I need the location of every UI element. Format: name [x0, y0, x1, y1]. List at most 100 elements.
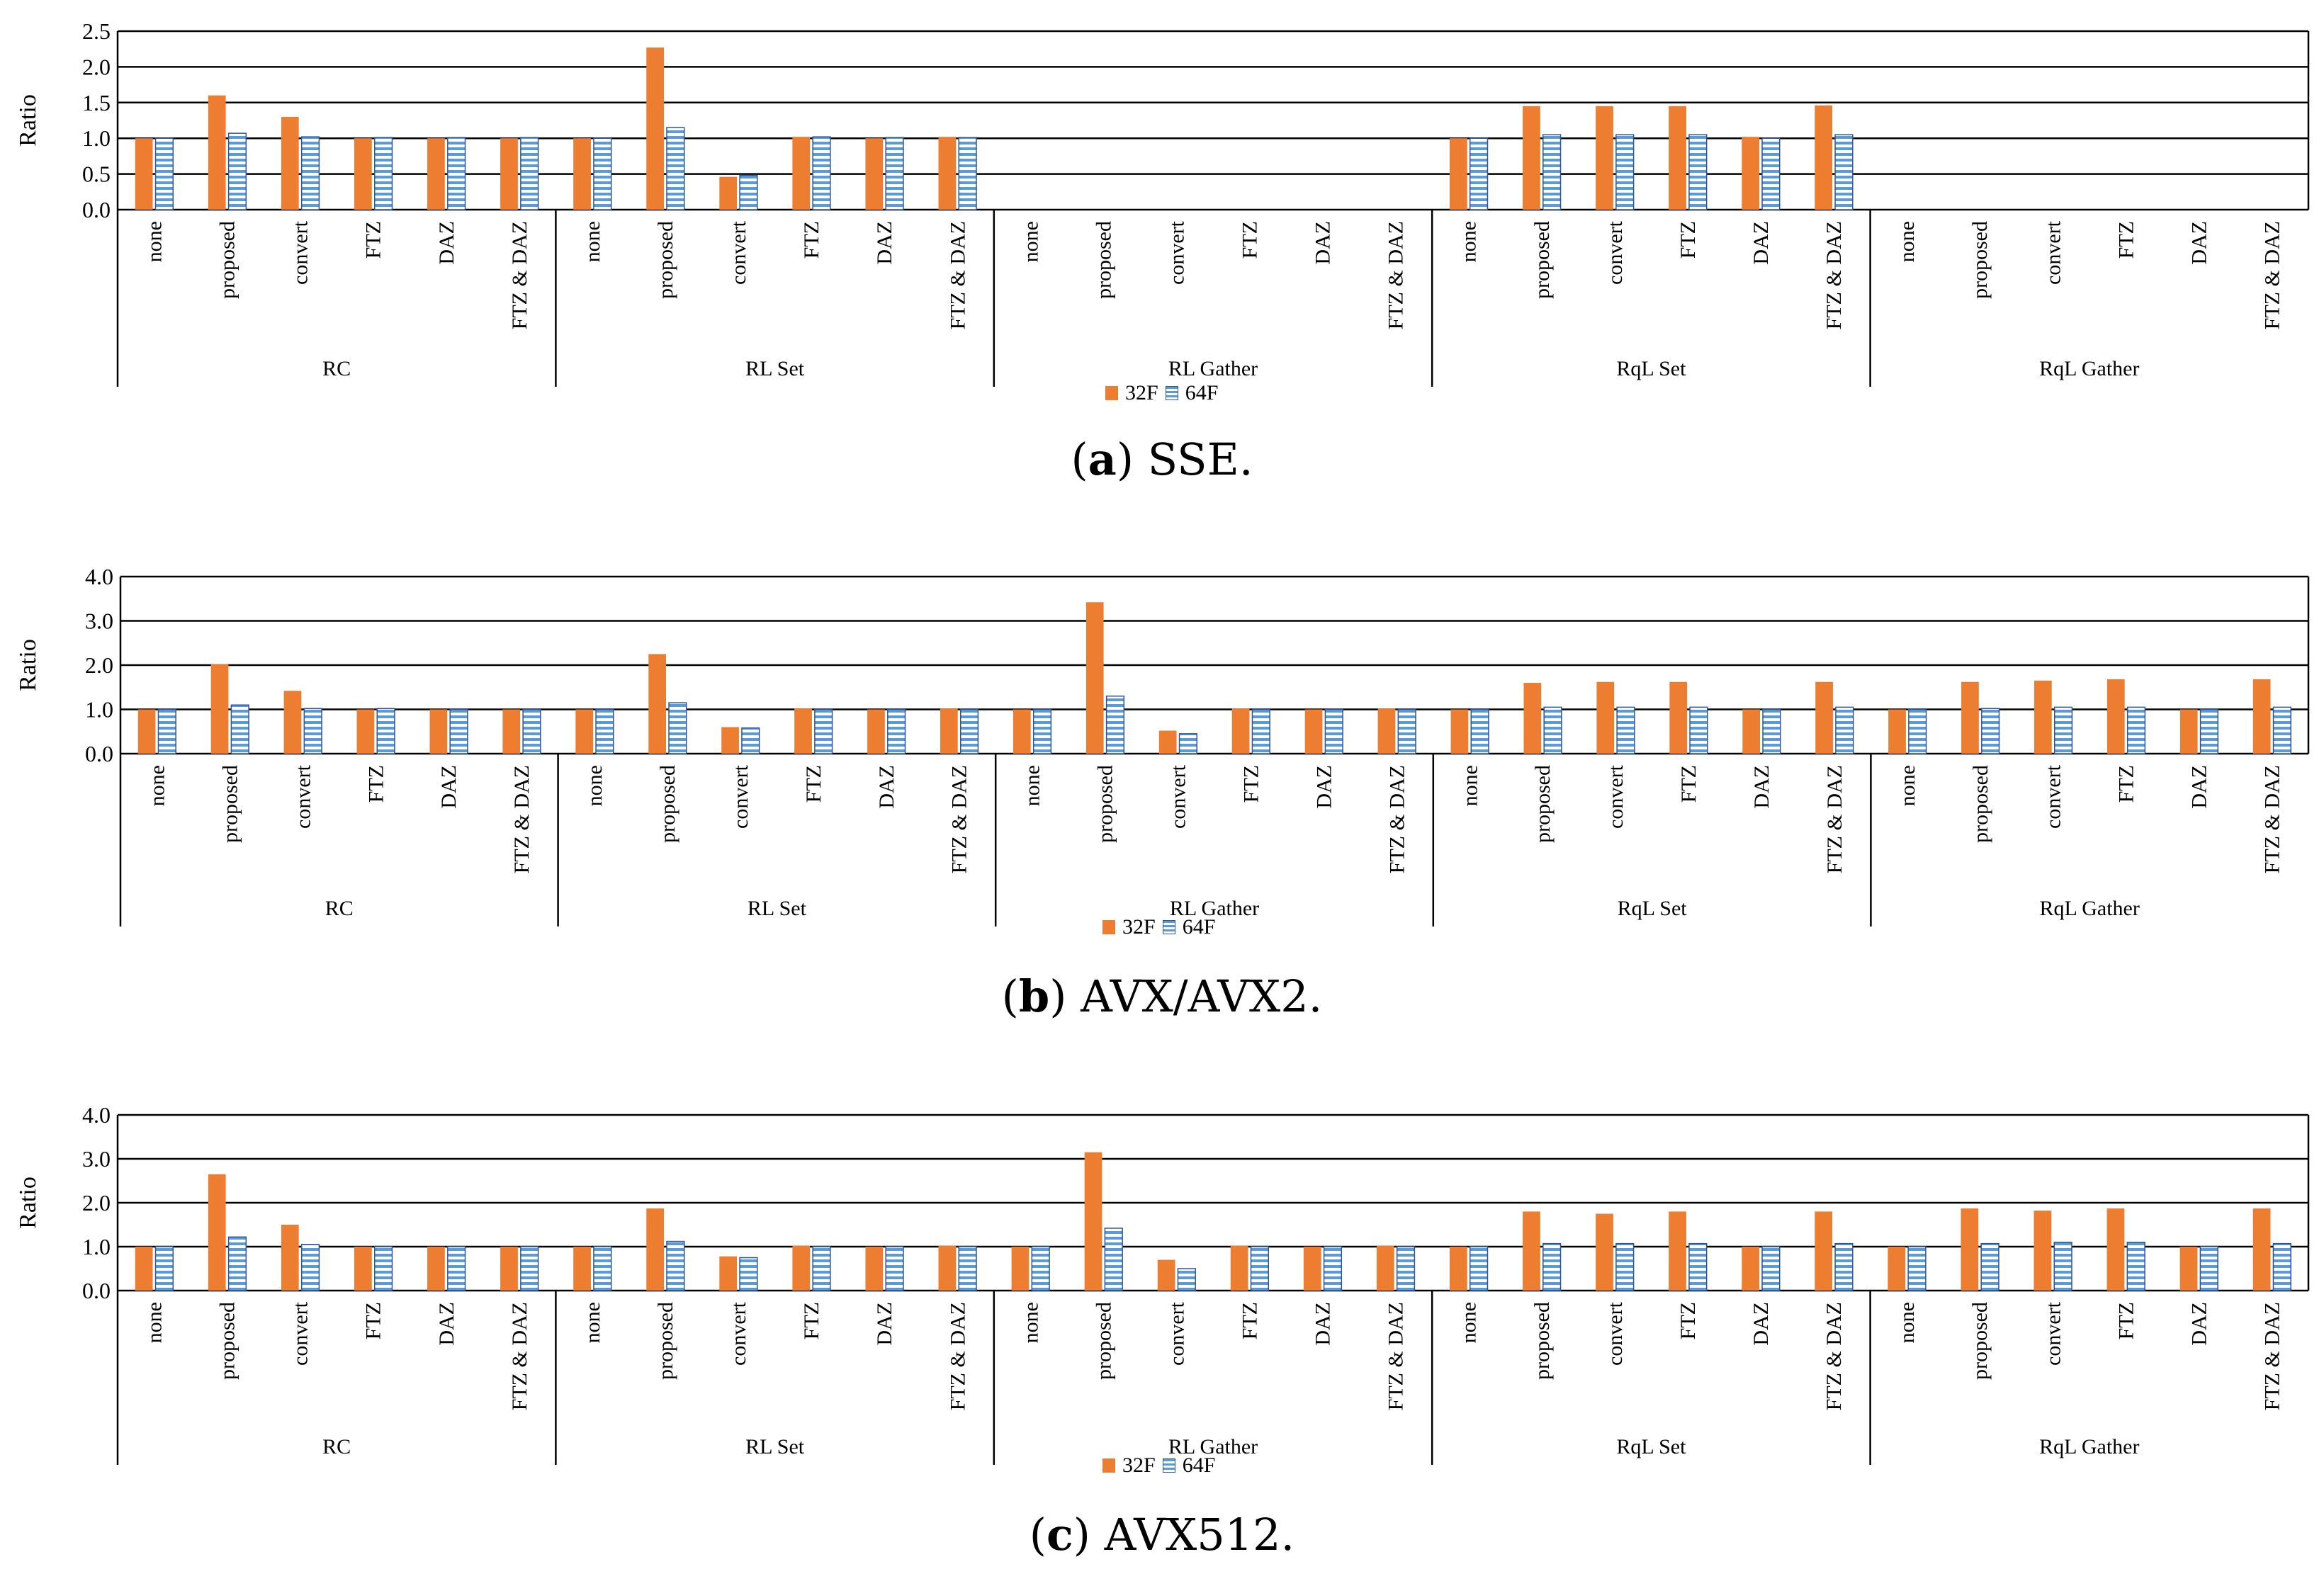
bar-32f: [865, 1247, 884, 1291]
legend-swatch-32f: [1102, 1458, 1115, 1473]
group-label: RC: [322, 357, 351, 380]
bar-32f: [500, 138, 518, 210]
group-label: RqL Gather: [2040, 897, 2140, 920]
y-tick-label: 2.0: [85, 652, 113, 678]
bar-64f: [154, 137, 174, 210]
category-label: none: [143, 221, 167, 262]
legend-swatch-64f: [1165, 386, 1178, 400]
bar-64f: [1908, 708, 1927, 754]
legend-swatch-64f: [1162, 920, 1175, 934]
bar-64f: [812, 136, 831, 210]
category-label: FTZ: [1239, 765, 1263, 803]
bar-64f: [1762, 708, 1781, 754]
bar-32f: [1084, 1152, 1102, 1291]
bar-64f: [595, 708, 614, 754]
bar-64f: [1177, 1268, 1196, 1291]
legend-label-64f: 64F: [1182, 1454, 1216, 1477]
y-axis-label: Ratio: [15, 94, 41, 147]
y-tick-label: 3.0: [85, 608, 113, 634]
category-label: DAZ: [1312, 221, 1335, 265]
bar-64f: [739, 174, 758, 210]
group-label: RqL Set: [1616, 1435, 1686, 1458]
chart-panel-sse: 0.0 0.5 1.0 1.5 2.0 2.5 Ratio RC none proposed con…: [0, 0, 2324, 496]
bar-32f: [2252, 679, 2271, 754]
category-label: convert: [1604, 764, 1628, 829]
category-label: convert: [289, 220, 312, 285]
bar-64f: [1615, 134, 1635, 210]
bar-64f: [1104, 1228, 1123, 1291]
bar-64f: [2126, 706, 2146, 754]
bar-64f: [1250, 1246, 1270, 1291]
group-label: RC: [325, 897, 354, 920]
bar-64f: [1396, 1246, 1416, 1291]
bar-32f: [427, 138, 445, 210]
category-label: proposed: [1968, 221, 1992, 299]
legend: 32F 64F: [1102, 1454, 1215, 1478]
bar-32f: [1815, 681, 1833, 754]
bar-64f: [2272, 706, 2291, 754]
bar-64f: [1469, 137, 1489, 210]
bar-64f: [1761, 137, 1781, 210]
group-label: RqL Set: [1616, 357, 1686, 380]
bar-64f: [300, 136, 320, 210]
category-label: FTZ & DAZ: [510, 765, 534, 873]
legend-swatch-32f: [1105, 386, 1118, 400]
bar-32f: [1523, 106, 1540, 210]
legend-label-32f: 32F: [1122, 915, 1156, 939]
chart-panel-avx2: 0.0 1.0 2.0 3.0 4.0 Ratio RC none proposed conver…: [0, 540, 2324, 1036]
bar-32f: [794, 708, 812, 754]
group-label: RL Gather: [1168, 1435, 1258, 1458]
category-label: proposed: [1092, 221, 1115, 299]
bar-32f: [1157, 1259, 1175, 1291]
legend-label-32f: 32F: [1122, 1454, 1156, 1477]
bar-32f: [429, 709, 448, 754]
bar-64f: [1980, 1242, 1999, 1291]
category-label: none: [581, 1302, 604, 1343]
category-label: FTZ & DAZ: [2261, 765, 2284, 873]
category-label: none: [1457, 1302, 1481, 1343]
category-label: FTZ: [1677, 765, 1700, 803]
caption-text: SSE.: [1147, 434, 1253, 485]
category-label: DAZ: [435, 1302, 458, 1346]
category-label: FTZ & DAZ: [946, 1302, 969, 1410]
bar-32f: [1376, 1245, 1394, 1291]
category-label: none: [145, 765, 169, 806]
group-label: RL Gather: [1170, 897, 1259, 920]
bar-32f: [2106, 679, 2125, 754]
bar-64f: [1178, 733, 1197, 754]
category-label: FTZ & DAZ: [2260, 221, 2284, 329]
category-label: FTZ & DAZ: [2260, 1302, 2284, 1410]
legend: 32F 64F: [1105, 381, 1218, 405]
bar-64f: [520, 137, 539, 210]
legend: 32F 64F: [1102, 915, 1215, 939]
bar-32f: [1815, 1211, 1833, 1291]
category-label: convert: [289, 1301, 312, 1366]
y-tick-label: 4.0: [82, 1102, 111, 1128]
category-label: none: [1895, 221, 1919, 262]
group-label: RL Set: [748, 897, 807, 920]
bar-32f: [1158, 730, 1177, 754]
category-label: proposed: [216, 221, 239, 299]
category-label: proposed: [216, 1302, 239, 1380]
bar-32f: [208, 1174, 226, 1291]
bar-32f: [573, 138, 591, 210]
y-tick-label: 3.0: [82, 1146, 111, 1172]
bar-64f: [885, 1246, 904, 1291]
category-label: proposed: [218, 765, 242, 843]
category-label: FTZ & DAZ: [1822, 221, 1846, 329]
bar-32f: [1961, 1208, 1979, 1291]
bar-32f: [135, 138, 153, 210]
bar-64f: [522, 708, 541, 754]
bar-32f: [2034, 680, 2052, 754]
bar-64f: [958, 1246, 977, 1291]
bar-32f: [356, 709, 375, 754]
category-label: convert: [1167, 764, 1190, 829]
bar-64f: [227, 1236, 247, 1291]
bar-32f: [354, 138, 372, 210]
category-label: DAZ: [2188, 765, 2211, 809]
bar-32f: [281, 1225, 299, 1291]
bar-32f: [1523, 683, 1542, 754]
bar-32f: [354, 1247, 372, 1291]
category-label: FTZ: [364, 765, 388, 803]
bar-32f: [1303, 1247, 1321, 1291]
